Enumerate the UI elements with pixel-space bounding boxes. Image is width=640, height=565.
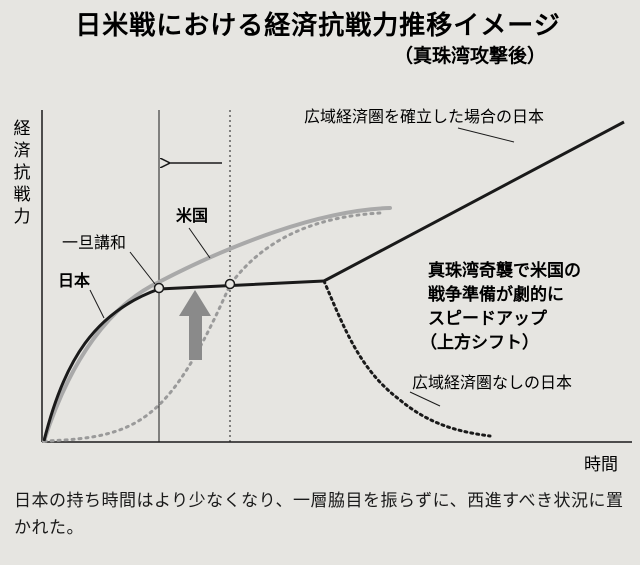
usa-curve-before-shift xyxy=(42,211,382,443)
usa-leader xyxy=(188,227,211,259)
sphere-leader xyxy=(457,127,515,143)
y-axis-label-char-5: 力 xyxy=(14,207,31,227)
annotation-line-2: 戦争準備が劇的に xyxy=(428,284,564,305)
japan-label: 日本 xyxy=(58,271,90,290)
annotation-line-1: 真珠湾奇襲で米国の xyxy=(428,260,581,281)
chart-title: 日米戦における経済抗戦力推移イメージ xyxy=(75,10,560,41)
annotation-line-3: スピードアップ xyxy=(428,308,548,329)
japan-curve xyxy=(42,279,325,442)
truce-leader xyxy=(129,251,156,285)
y-axis-label-char-4: 戦 xyxy=(14,185,31,205)
annotation-line-4: （上方シフト） xyxy=(420,332,539,353)
y-axis-label-char-2: 済 xyxy=(14,141,31,161)
japan-with-sphere-line xyxy=(323,120,625,283)
nosphere-leader xyxy=(409,391,441,407)
original-crossing-point xyxy=(224,278,236,290)
caption: 日本の持ち時間はより少なくなり、一層脇目を振らずに、西進すべき状況に置かれた。 xyxy=(14,491,624,538)
chart-subtitle: （真珠湾攻撃後） xyxy=(394,44,546,67)
y-axis-label-char-3: 抗 xyxy=(14,163,31,183)
truce-point xyxy=(153,282,165,294)
japan-leader xyxy=(89,289,105,319)
upward-shift-arrow xyxy=(179,290,211,360)
japan-without-sphere-curve xyxy=(322,279,492,438)
usa-label: 米国 xyxy=(176,206,208,225)
usa-curve xyxy=(42,206,392,443)
x-axis-label: 時間 xyxy=(584,455,618,475)
japan-without-sphere-label: 広域経済圏なしの日本 xyxy=(412,373,572,392)
truce-label: 一旦講和 xyxy=(62,233,126,252)
japan-with-sphere-label: 広域経済圏を確立した場合の日本 xyxy=(304,107,544,126)
y-axis-label-char-1: 経 xyxy=(14,119,31,139)
